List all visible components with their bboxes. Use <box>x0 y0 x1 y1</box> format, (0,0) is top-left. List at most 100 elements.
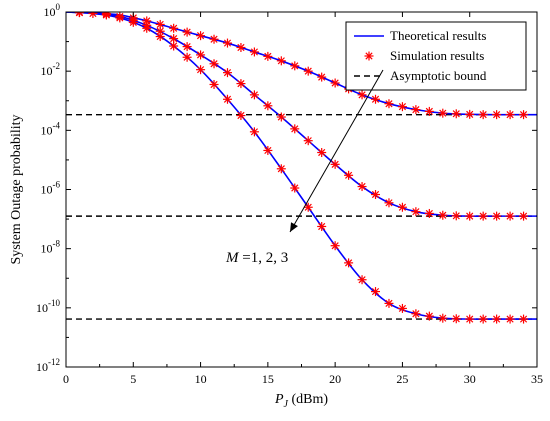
simulation-point <box>411 105 421 115</box>
simulation-point <box>397 202 407 212</box>
simulation-point <box>222 38 232 48</box>
simulation-point <box>142 23 152 33</box>
simulation-point <box>344 258 354 268</box>
x-tick-label: 5 <box>130 372 136 386</box>
simulation-point <box>465 211 475 221</box>
y-tick-label: 10-12 <box>36 357 60 374</box>
y-tick-label: 100 <box>44 2 61 19</box>
plot-area <box>66 12 537 324</box>
simulation-point <box>371 94 381 104</box>
simulation-point <box>88 12 98 18</box>
simulation-point <box>371 287 381 297</box>
simulation-point <box>492 211 502 221</box>
simulation-point <box>196 31 206 41</box>
simulation-point <box>169 23 179 33</box>
simulation-point <box>492 314 502 324</box>
simulation-point <box>411 309 421 319</box>
x-tick-label: 20 <box>329 372 341 386</box>
simulation-point <box>290 61 300 71</box>
simulation-point <box>303 136 313 146</box>
simulation-point <box>317 148 327 158</box>
simulation-point <box>424 311 434 321</box>
simulation-point <box>236 79 246 89</box>
simulation-point <box>330 78 340 88</box>
simulation-point <box>236 43 246 52</box>
y-axis-title: System Outage probability <box>9 114 24 264</box>
legend-label: Simulation results <box>390 48 484 63</box>
simulation-point <box>397 102 407 112</box>
simulation-point <box>263 101 273 111</box>
annotation-arrow-line <box>289 69 384 233</box>
x-tick-label: 0 <box>63 372 69 386</box>
simulation-point <box>128 17 138 27</box>
simulation-point <box>196 50 206 60</box>
simulation-point <box>249 90 259 100</box>
simulation-point <box>438 313 448 323</box>
y-tick-label: 10-4 <box>41 120 61 137</box>
annotation-label: M =1, 2, 3 <box>225 250 288 266</box>
simulation-point <box>492 110 502 120</box>
simulation-point <box>384 298 394 308</box>
simulation-point <box>330 159 340 169</box>
simulation-point <box>101 12 111 20</box>
simulation-point <box>384 99 394 109</box>
simulation-point <box>465 109 475 119</box>
simulation-point <box>290 124 300 134</box>
simulation-point <box>519 314 529 324</box>
simulation-point <box>222 68 232 78</box>
simulation-point <box>424 208 434 218</box>
simulation-point <box>424 106 434 116</box>
simulation-point <box>519 211 529 221</box>
simulation-point <box>451 211 461 221</box>
x-tick-label: 35 <box>531 372 543 386</box>
y-tick-label: 10-10 <box>36 298 60 315</box>
simulation-point <box>115 13 125 23</box>
x-axis-title: PJ (dBm) <box>274 392 328 410</box>
simulation-point <box>411 207 421 217</box>
simulation-point <box>371 190 381 200</box>
simulation-point <box>357 182 367 192</box>
simulation-point <box>303 66 313 76</box>
y-tick-label: 10-6 <box>41 180 61 197</box>
legend-marker-icon <box>364 51 374 61</box>
simulation-point <box>263 51 273 61</box>
simulation-point <box>155 32 165 42</box>
simulation-point <box>478 211 488 221</box>
simulation-point <box>276 56 286 66</box>
simulation-point <box>357 90 367 100</box>
x-tick-label: 15 <box>262 372 274 386</box>
simulation-point <box>397 303 407 313</box>
simulation-point <box>236 111 246 121</box>
simulation-point <box>344 170 354 180</box>
legend: Theoretical results Simulation results Asy… <box>345 21 527 91</box>
simulation-point <box>290 183 300 193</box>
simulation-point <box>209 79 219 89</box>
x-tick-label: 30 <box>464 372 476 386</box>
simulation-point <box>505 211 515 221</box>
simulation-point <box>317 72 327 82</box>
simulation-point <box>357 275 367 285</box>
simulation-point <box>209 34 219 44</box>
simulation-point <box>505 314 515 324</box>
annotation-arrow-head <box>290 222 298 232</box>
simulation-point <box>182 42 192 52</box>
annotation: M =1, 2, 3 <box>225 69 384 266</box>
simulation-point <box>276 164 286 174</box>
simulation-point <box>196 65 206 75</box>
simulation-point <box>182 27 192 37</box>
simulation-point <box>249 47 259 57</box>
x-tick-label: 25 <box>396 372 408 386</box>
simulation-point <box>249 127 259 137</box>
simulation-point <box>384 198 394 208</box>
simulation-point <box>209 59 219 69</box>
simulation-point <box>303 202 313 212</box>
axes: 0 5 10 15 20 25 30 35 100 10-2 10-4 10-6 10-8 10-10 10… <box>9 2 543 410</box>
simulation-point <box>317 221 327 231</box>
legend-label: Theoretical results <box>390 28 486 43</box>
simulation-point <box>451 314 461 324</box>
simulation-point <box>222 94 232 104</box>
y-tick-label: 10-2 <box>41 61 61 78</box>
simulation-point <box>330 241 340 251</box>
y-tick-label: 10-8 <box>41 239 61 256</box>
